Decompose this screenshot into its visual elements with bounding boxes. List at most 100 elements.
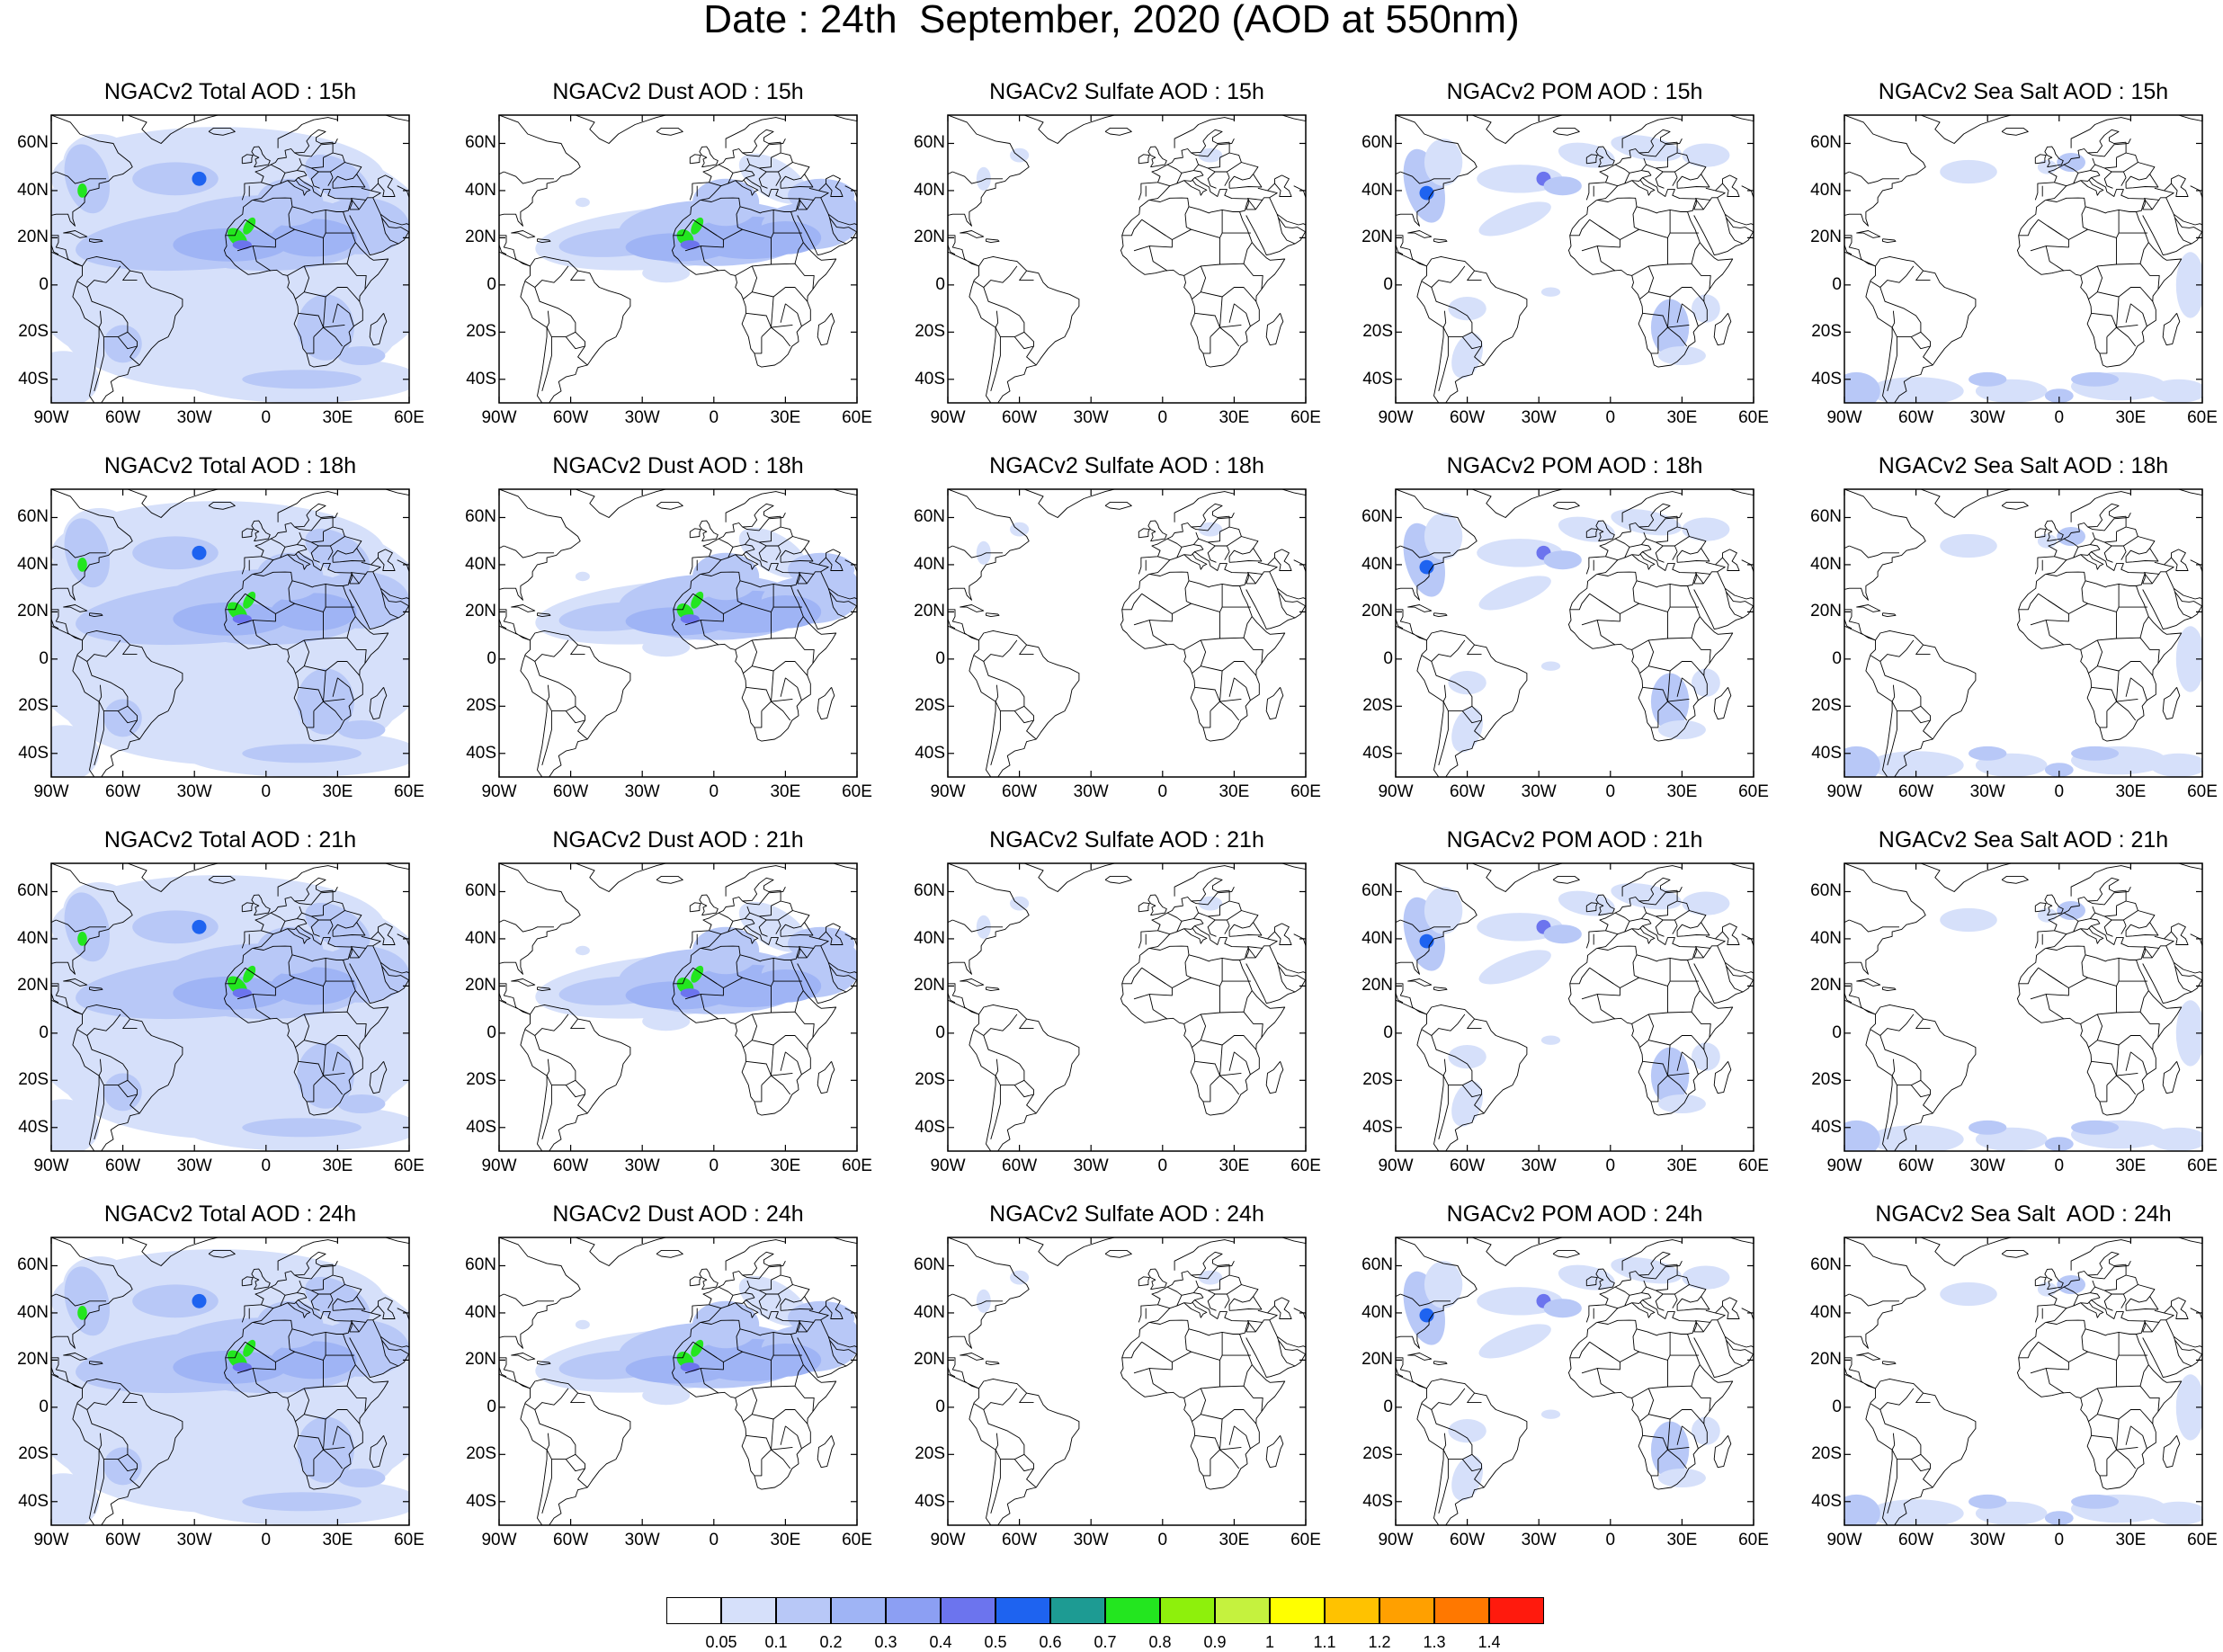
coastline (323, 698, 345, 702)
lat-tick-label: 40N (914, 180, 945, 200)
aod-field (256, 1300, 324, 1349)
coastline (2103, 545, 2113, 563)
coastline (785, 677, 802, 701)
coastline (1891, 310, 1896, 328)
coastline (1646, 157, 1668, 169)
coastline (94, 710, 104, 766)
coastline (504, 171, 554, 184)
coastline (1682, 1425, 1699, 1449)
coastline (2103, 1293, 2113, 1311)
coastline (1682, 1051, 1699, 1075)
lon-tick-label: 30E (1666, 408, 1698, 427)
coastline (1614, 164, 1630, 184)
coastline (1597, 551, 1697, 585)
coastline (2125, 548, 2159, 563)
coastline (1885, 1237, 2012, 1266)
coastline (323, 324, 345, 328)
coastline (1442, 1433, 1447, 1451)
lon-tick-label: 90W (930, 782, 966, 801)
coastline (1245, 214, 1306, 255)
aod-field (1657, 720, 1706, 739)
aod-field (232, 240, 252, 250)
coastline (1246, 572, 1263, 575)
coastline (689, 886, 786, 949)
lat-tick-label: 40S (1811, 369, 1842, 388)
aod-field (1540, 1409, 1561, 1419)
coastline (351, 1322, 360, 1333)
coastline (277, 865, 338, 897)
coastline (2038, 593, 2117, 638)
coastline (540, 863, 666, 892)
coastline (2190, 559, 2202, 572)
aod-field (77, 558, 87, 572)
lat-tick-label: 40N (17, 180, 49, 200)
coastline (1726, 1339, 1744, 1367)
coastline (1293, 185, 1306, 198)
coastline (798, 198, 815, 201)
coastline (1474, 719, 1485, 740)
aod-field (1543, 550, 1582, 570)
coastline (1641, 544, 1652, 552)
coastline (1246, 1320, 1263, 1323)
coastline (1598, 973, 1614, 985)
lat-tick-label: 20S (1362, 1444, 1393, 1464)
coastline (749, 906, 772, 917)
lon-tick-label: 30W (1073, 1531, 1109, 1549)
coastline (2142, 588, 2202, 630)
map-panel-total: NGACv2 Total AOD : 15h 60N 40N 20N 0 20S 40S 90… (0, 79, 450, 439)
panel-title: NGACv2 POM AOD : 24h (1446, 1201, 1703, 1227)
coastline (1181, 1280, 1200, 1296)
coastline (833, 863, 857, 871)
coastline (2138, 910, 2156, 923)
aod-field (1477, 913, 1563, 942)
coastline (349, 1336, 409, 1378)
lon-axis-labels: 90W 60W 30W 0 30E 60E (897, 1157, 1346, 1179)
coastline (2142, 214, 2202, 255)
coastline (379, 213, 409, 226)
coastline (1183, 1011, 1263, 1038)
lon-tick-label: 60E (394, 782, 424, 801)
coastline (948, 619, 956, 630)
coastline (2097, 1409, 2154, 1424)
coastline (1657, 701, 1668, 711)
coastline (1293, 559, 1306, 572)
coastline (254, 599, 270, 611)
map-frame (1844, 862, 2203, 1152)
coastline (520, 630, 631, 777)
coastline (699, 520, 719, 542)
coastline (790, 946, 800, 960)
coastline (51, 245, 59, 255)
colorbar-swatch (721, 1597, 776, 1624)
coastline (752, 661, 808, 676)
coastline (1595, 520, 1615, 542)
coastline (1207, 167, 1230, 178)
coastline (1705, 561, 1726, 573)
coastline (761, 701, 772, 711)
coastline (385, 115, 409, 122)
coastline (94, 336, 104, 392)
lon-tick-label: 60E (394, 1531, 424, 1549)
coastline (323, 670, 326, 702)
coastline (1121, 219, 1143, 237)
aod-field (830, 1317, 857, 1356)
coastline (1192, 1388, 1207, 1422)
lon-tick-label: 30E (1219, 782, 1250, 801)
coastline (1567, 197, 1734, 368)
coastline (1687, 572, 1697, 586)
coastline (1614, 1286, 1630, 1307)
coastline (284, 531, 303, 548)
coastline (1219, 698, 1242, 702)
coastline (1202, 336, 1211, 354)
coastline (337, 677, 354, 701)
lat-tick-label: 60N (1810, 133, 1842, 153)
coastline (310, 171, 320, 189)
coastline (749, 1280, 772, 1291)
coastline (1267, 1305, 1275, 1314)
coastline (1133, 246, 1168, 272)
coastline (771, 1446, 793, 1451)
coastline (1193, 918, 1204, 926)
coastline (1433, 1361, 1448, 1366)
coastline (565, 1453, 585, 1472)
coastline (237, 620, 272, 646)
coastline (1247, 574, 1256, 585)
